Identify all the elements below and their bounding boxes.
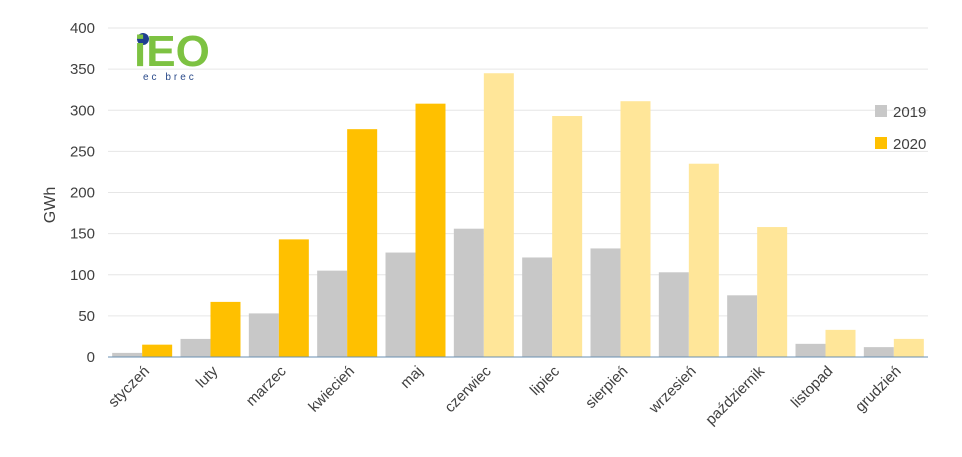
legend: 2019 2020 bbox=[875, 104, 926, 153]
x-tick-label: styczeń bbox=[105, 363, 153, 411]
bars bbox=[112, 73, 924, 358]
bar-2019-lipiec bbox=[522, 257, 553, 357]
x-tick-label: październik bbox=[702, 362, 768, 428]
y-tick-label: 250 bbox=[70, 143, 95, 160]
x-tick-label: maj bbox=[397, 363, 426, 392]
x-tick-label: lipiec bbox=[527, 362, 564, 399]
y-tick-label: 300 bbox=[70, 102, 95, 119]
bar-2020-lipiec bbox=[552, 116, 583, 357]
bar-2020-kwiecień bbox=[347, 129, 378, 357]
y-tick-label: 200 bbox=[70, 185, 95, 202]
bar-2020-czerwiec bbox=[483, 73, 514, 358]
x-tick-label: wrzesień bbox=[645, 363, 700, 418]
logo-main-text: iEO bbox=[134, 27, 210, 76]
legend-swatch-2019 bbox=[875, 105, 887, 117]
x-tick-label: luty bbox=[193, 362, 222, 391]
y-axis-label: GWh bbox=[42, 187, 59, 223]
x-tick-label: sierpień bbox=[582, 363, 631, 412]
x-tick-label: czerwiec bbox=[441, 362, 495, 416]
legend-swatch-2020 bbox=[875, 137, 887, 149]
bar-2020-grudzień bbox=[893, 338, 924, 357]
legend-label-2020: 2020 bbox=[893, 136, 926, 153]
bar-2019-październik bbox=[727, 295, 758, 357]
bar-2019-czerwiec bbox=[453, 228, 484, 357]
y-tick-label: 0 bbox=[87, 349, 95, 366]
bar-2020-listopad bbox=[825, 329, 856, 357]
bar-2020-wrzesień bbox=[688, 163, 719, 357]
bar-2020-październik bbox=[757, 227, 788, 357]
bar-2019-wrzesień bbox=[658, 272, 689, 357]
y-tick-label: 100 bbox=[70, 267, 95, 284]
x-axis-ticks: styczeń luty marzec kwiecień maj czerwiec lipi… bbox=[105, 362, 905, 428]
gridlines bbox=[108, 27, 928, 317]
bar-2020-sierpień bbox=[620, 101, 651, 357]
bar-2019-marzec bbox=[248, 313, 279, 357]
x-tick-label: listopad bbox=[788, 363, 837, 412]
y-tick-label: 350 bbox=[70, 61, 95, 78]
bar-2019-luty bbox=[180, 338, 211, 357]
ieo-logo: iEO ec brec bbox=[134, 27, 210, 83]
bar-2020-luty bbox=[210, 301, 241, 357]
y-tick-label: 50 bbox=[78, 308, 95, 325]
bar-2019-sierpień bbox=[590, 248, 621, 357]
bar-2019-grudzień bbox=[863, 347, 894, 357]
logo-sub-text: ec brec bbox=[143, 72, 197, 83]
logo-dot-icon bbox=[137, 33, 149, 45]
legend-label-2019: 2019 bbox=[893, 104, 926, 121]
x-tick-label: marzec bbox=[243, 362, 290, 409]
bar-2020-maj bbox=[415, 103, 446, 357]
y-tick-label: 400 bbox=[70, 20, 95, 37]
y-axis-ticks: 0 50 100 150 200 250 300 350 400 bbox=[70, 20, 95, 366]
bar-2019-styczeń bbox=[112, 352, 143, 357]
bar-2019-listopad bbox=[795, 343, 826, 357]
x-tick-label: grudzień bbox=[852, 363, 905, 416]
bar-2019-maj bbox=[385, 252, 416, 357]
x-tick-label: kwiecień bbox=[305, 363, 358, 416]
bar-2019-kwiecień bbox=[317, 270, 348, 357]
bar-2020-marzec bbox=[278, 239, 309, 357]
y-tick-label: 150 bbox=[70, 226, 95, 243]
bar-2020-styczeń bbox=[142, 344, 173, 357]
